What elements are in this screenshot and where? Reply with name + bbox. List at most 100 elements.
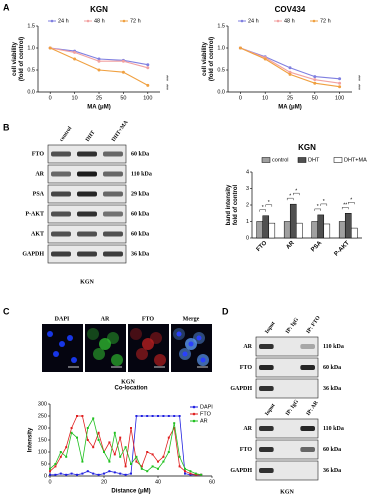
x-tick-label: 10 (72, 95, 78, 101)
legend-marker (122, 19, 126, 23)
blot-band (259, 386, 274, 391)
legend-swatch (333, 157, 343, 163)
blot-size-label: 110 kDa (131, 171, 152, 177)
data-point (178, 415, 181, 417)
bar (262, 215, 270, 239)
bar (268, 222, 276, 239)
x-tick-label: FTO (256, 240, 269, 253)
legend-label: DHT+MA (344, 157, 367, 163)
data-point (178, 465, 181, 468)
data-point (97, 57, 101, 61)
blot-row-label: P-AKT (25, 211, 44, 217)
panel-label: B (3, 122, 10, 132)
data-point (189, 472, 192, 475)
y-tick-label: 0 (246, 235, 249, 241)
data-point (157, 467, 159, 470)
image-caption: KGN (121, 379, 135, 385)
blot-column-label: Input (264, 403, 277, 417)
cell (154, 354, 166, 366)
data-point (167, 415, 170, 417)
data-point (97, 473, 100, 476)
legend-label: control (272, 157, 289, 163)
data-point (338, 77, 342, 81)
blot-band (259, 447, 274, 452)
data-point (194, 472, 197, 475)
data-point (146, 451, 149, 453)
legend-label: 24 h (58, 18, 69, 24)
data-point (124, 465, 127, 468)
chart-title: Co-location (115, 386, 148, 392)
data-point (263, 57, 267, 61)
data-point (54, 463, 57, 465)
data-point (97, 68, 101, 72)
blot-band (259, 426, 274, 431)
channel-label: Merge (183, 316, 200, 322)
data-point (119, 455, 122, 458)
data-point (65, 455, 68, 458)
data-point (173, 415, 176, 417)
bar (344, 213, 352, 239)
chart-title: COV434 (275, 5, 306, 14)
data-point (65, 446, 68, 449)
significance-bracket (348, 202, 355, 205)
blot-size-label: 36 kDa (323, 386, 341, 392)
blot-band (77, 251, 97, 257)
data-point (167, 451, 170, 453)
data-point (49, 473, 51, 476)
x-tick-label: AR (285, 240, 296, 251)
y-axis-label: cell viability (202, 41, 208, 76)
significance: * (262, 205, 264, 211)
blot-size-label: 60 kDa (323, 447, 341, 453)
blot-band (103, 211, 123, 217)
x-tick-label: 100 (335, 95, 344, 101)
nucleus (188, 341, 194, 347)
legend-marker (276, 19, 280, 23)
blot-strip (255, 460, 319, 481)
data-point (119, 436, 122, 439)
data-point (54, 473, 57, 476)
data-point (151, 415, 154, 417)
blot-column-label: IP: IgG (285, 398, 301, 417)
cell (99, 338, 111, 350)
data-point (184, 467, 186, 470)
data-point (130, 463, 132, 465)
data-point (70, 427, 73, 429)
x-tick-label: P-AKT (334, 240, 351, 257)
blot-band (51, 251, 71, 257)
legend-label: 72 h (320, 18, 331, 24)
data-point (200, 473, 203, 476)
nucleus (176, 331, 182, 337)
data-point (189, 470, 192, 473)
y-tick-label: 300 (38, 401, 47, 407)
legend-label: 24 h (248, 18, 259, 24)
data-point (184, 472, 186, 475)
blot-row-label: AR (35, 171, 44, 177)
blot-band (103, 231, 123, 237)
data-point (76, 415, 78, 417)
data-point (288, 70, 292, 74)
blot-column-label: IP: FTO (305, 315, 322, 335)
data-point (130, 472, 132, 475)
legend-label: DHT (308, 157, 320, 163)
data-point (146, 415, 149, 417)
y-axis-label: Intensity (28, 427, 34, 452)
y-tick-label: 100 (38, 449, 47, 455)
cell (136, 348, 148, 360)
blot-band (77, 171, 97, 177)
data-point (113, 453, 116, 456)
data-point (86, 470, 89, 473)
blot-size-label: 110 kDa (323, 344, 344, 350)
blot-strip (255, 418, 319, 439)
legend-label: DAPI (200, 404, 213, 410)
blot-band (51, 191, 71, 197)
data-point (313, 75, 317, 79)
data-point (59, 451, 62, 453)
legend-marker (192, 419, 196, 423)
data-point (184, 470, 186, 473)
blot-strip (255, 357, 319, 378)
data-point (135, 455, 138, 458)
chart-title: KGN (298, 143, 316, 152)
panel-label: A (3, 2, 10, 12)
x-tick-label: 0 (239, 95, 242, 101)
blot-column-label: Input (264, 321, 277, 335)
